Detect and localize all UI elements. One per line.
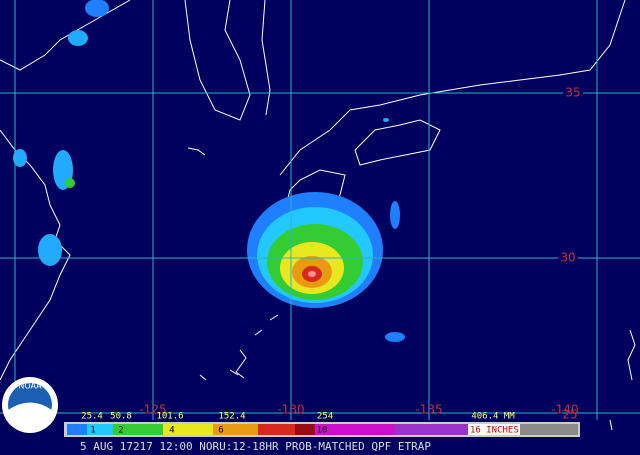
legend-mm-label: 406.4 MM bbox=[471, 412, 515, 422]
noaa-logo: NOAA bbox=[2, 377, 58, 433]
legend-inch-label: 1 bbox=[90, 426, 95, 436]
legend-inch-label: 2 bbox=[118, 426, 123, 436]
lon-label: -130 bbox=[277, 403, 304, 417]
legend-mm-label: 25.4 bbox=[81, 412, 103, 422]
legend-mm-label: 101.6 bbox=[156, 412, 183, 422]
caption: 5 AUG 17217 12:00 NORU:12-18HR PROB-MATC… bbox=[80, 440, 431, 453]
lon-label: -125 bbox=[139, 403, 166, 417]
color-legend: 25.4 50.8 101.6 152.4 254 406.4 MM 1 2 4… bbox=[64, 412, 580, 437]
logo-text: NOAA bbox=[18, 382, 42, 391]
lon-label: -135 bbox=[415, 403, 442, 417]
lat-label: 35 bbox=[565, 86, 580, 100]
graticule bbox=[0, 0, 640, 420]
lat-label: 25 bbox=[562, 408, 577, 422]
lat-label: 30 bbox=[560, 251, 575, 265]
rain-areas bbox=[13, 0, 405, 342]
legend-inch-label: 10 bbox=[317, 426, 328, 436]
legend-mm-label: 254 bbox=[317, 412, 333, 422]
legend-mm-label: 50.8 bbox=[110, 412, 132, 422]
legend-mm-label: 152.4 bbox=[218, 412, 245, 422]
lon-label: -140 bbox=[551, 403, 578, 417]
legend-inch-label: 4 bbox=[169, 426, 174, 436]
legend-inch-label: 6 bbox=[218, 426, 223, 436]
legend-inch-label: 16 INCHES bbox=[470, 426, 519, 436]
